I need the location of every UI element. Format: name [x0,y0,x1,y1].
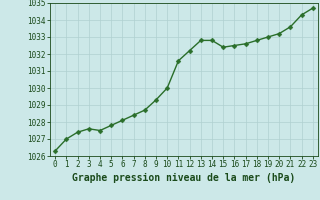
X-axis label: Graphe pression niveau de la mer (hPa): Graphe pression niveau de la mer (hPa) [72,173,296,183]
